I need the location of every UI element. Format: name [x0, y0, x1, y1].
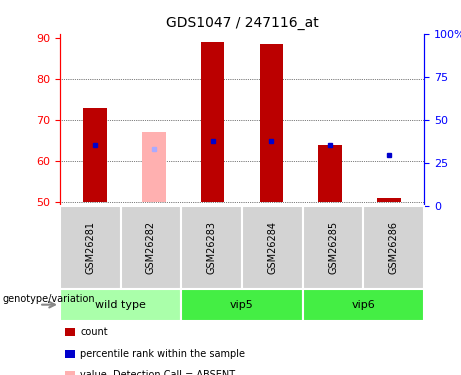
Text: GSM26284: GSM26284: [267, 221, 278, 274]
Bar: [83, 108, 107, 202]
Text: GSM26286: GSM26286: [389, 221, 399, 274]
Bar: [377, 198, 401, 202]
Text: vip6: vip6: [352, 300, 375, 310]
Text: count: count: [80, 327, 108, 337]
Text: value, Detection Call = ABSENT: value, Detection Call = ABSENT: [80, 370, 235, 375]
Text: GSM26283: GSM26283: [207, 221, 217, 274]
Bar: [142, 132, 165, 202]
Text: wild type: wild type: [95, 300, 146, 310]
Text: GSM26285: GSM26285: [328, 221, 338, 274]
Text: genotype/variation: genotype/variation: [2, 294, 95, 304]
Bar: [319, 145, 342, 202]
Bar: [260, 44, 283, 202]
Title: GDS1047 / 247116_at: GDS1047 / 247116_at: [165, 16, 319, 30]
Text: GSM26281: GSM26281: [85, 221, 95, 274]
Bar: [201, 42, 225, 202]
Text: GSM26282: GSM26282: [146, 221, 156, 274]
Text: percentile rank within the sample: percentile rank within the sample: [80, 349, 245, 358]
Text: vip5: vip5: [230, 300, 254, 310]
